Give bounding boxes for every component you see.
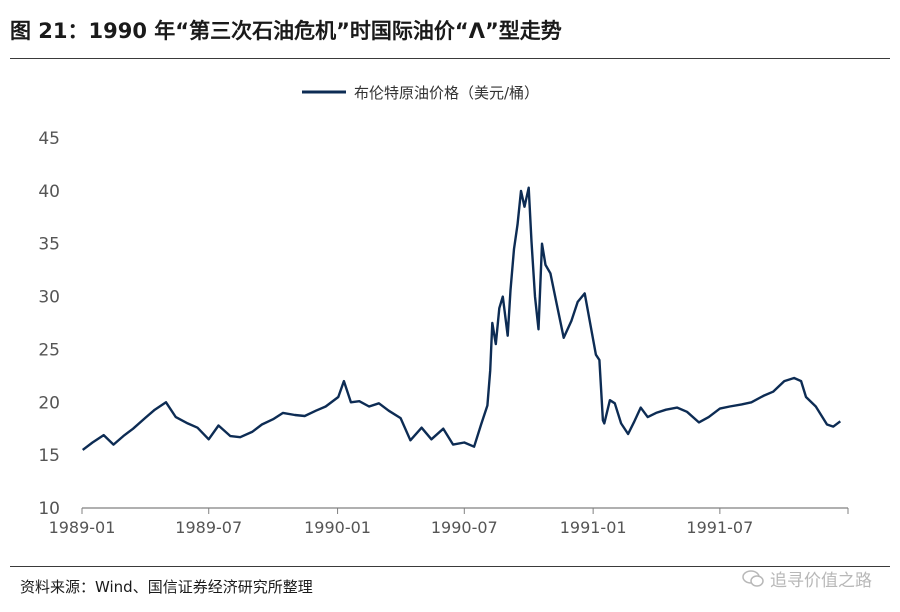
y-tick-label: 30 bbox=[38, 288, 60, 308]
bottom-rule bbox=[10, 566, 890, 567]
x-tick-label: 1991-01 bbox=[560, 518, 627, 537]
wechat-icon bbox=[742, 569, 764, 588]
x-tick-label: 1989-01 bbox=[49, 518, 116, 537]
y-axis: 10 15 20 25 30 35 40 45 bbox=[38, 129, 60, 519]
top-rule bbox=[10, 58, 890, 59]
y-tick-label: 20 bbox=[38, 393, 60, 413]
series-line-brent bbox=[81, 186, 842, 451]
chart-title: 图 21：1990 年“第三次石油危机”时国际油价“Λ”型走势 bbox=[10, 10, 890, 50]
y-tick-label: 25 bbox=[38, 340, 60, 360]
x-tick-label: 1990-01 bbox=[304, 518, 371, 537]
x-tick-label: 1989-07 bbox=[175, 518, 242, 537]
x-axis: 1989-01 1989-07 1990-01 1990-07 1991-01 1991-… bbox=[49, 507, 849, 537]
source-note: 资料来源：Wind、国信证券经济研究所整理 bbox=[20, 578, 313, 596]
y-tick-label: 40 bbox=[38, 182, 60, 202]
watermark: 追寻价值之路 bbox=[742, 566, 872, 591]
x-tick-label: 1991-07 bbox=[686, 518, 753, 537]
legend-label: 布伦特原油价格（美元/桶） bbox=[354, 84, 539, 102]
watermark-text: 追寻价值之路 bbox=[770, 571, 872, 591]
y-tick-label: 45 bbox=[38, 129, 60, 149]
x-tick-label: 1990-07 bbox=[431, 518, 498, 537]
y-tick-label: 35 bbox=[38, 235, 60, 255]
chart-legend: 布伦特原油价格（美元/桶） bbox=[302, 84, 539, 102]
chart-title-text: 图 21：1990 年“第三次石油危机”时国际油价“Λ”型走势 bbox=[10, 19, 562, 43]
y-tick-label: 15 bbox=[38, 446, 60, 466]
y-tick-label: 10 bbox=[38, 499, 60, 519]
